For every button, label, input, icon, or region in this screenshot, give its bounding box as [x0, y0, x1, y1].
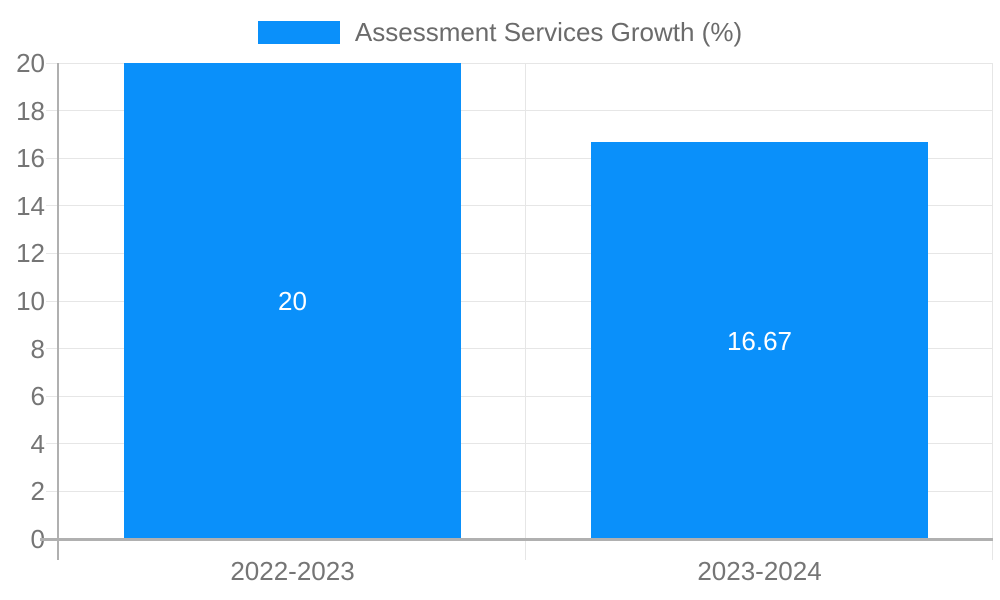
y-axis-tick-label: 20: [16, 48, 45, 78]
y-gridline: [46, 252, 993, 254]
y-axis-tick-label: 8: [30, 333, 45, 364]
y-axis-tick-label: 0: [30, 524, 45, 554]
chart-legend: Assessment Services Growth (%): [0, 17, 1000, 47]
y-axis-tick-label: 10: [16, 286, 45, 316]
x-axis-line: [40, 538, 993, 541]
legend-swatch: [257, 20, 340, 44]
bar-2022-2023[interactable]: 20: [124, 63, 461, 539]
y-gridline: [46, 157, 993, 159]
bar-value-label: 20: [278, 286, 307, 316]
plot-area: 0 2 4 6 8 10 12 14 16 18 20 20 2022-2023 16.67 2023-20…: [16, 50, 993, 586]
y-gridline: [46, 110, 993, 112]
y-axis-tick-label: 14: [16, 190, 45, 221]
legend-label: Assessment Services Growth (%): [354, 17, 743, 47]
y-axis-tick-label: 18: [16, 95, 45, 126]
y-gridline: [46, 348, 993, 350]
x-axis-category-label: 2023-2024: [697, 556, 822, 586]
category-separator: [525, 63, 526, 560]
y-gridline: [46, 300, 993, 302]
y-gridline: [46, 490, 993, 492]
category-separator: [992, 63, 993, 560]
y-gridline: [46, 62, 993, 64]
legend-item[interactable]: Assessment Services Growth (%): [257, 17, 743, 47]
y-axis-tick-label: 12: [16, 238, 45, 269]
y-axis-line: [57, 63, 59, 560]
x-axis-category-label: 2022-2023: [230, 556, 355, 586]
bar-2023-2024[interactable]: 16.67: [591, 142, 928, 539]
y-axis-tick-label: 16: [16, 143, 45, 174]
y-gridline: [46, 205, 993, 207]
y-gridline: [46, 443, 993, 445]
bar-value-label: 16.67: [726, 325, 793, 356]
y-axis-tick-label: 2: [30, 476, 45, 507]
y-axis-tick-label: 4: [30, 428, 45, 459]
y-axis-tick-label: 6: [30, 381, 45, 412]
y-gridline: [46, 395, 993, 397]
